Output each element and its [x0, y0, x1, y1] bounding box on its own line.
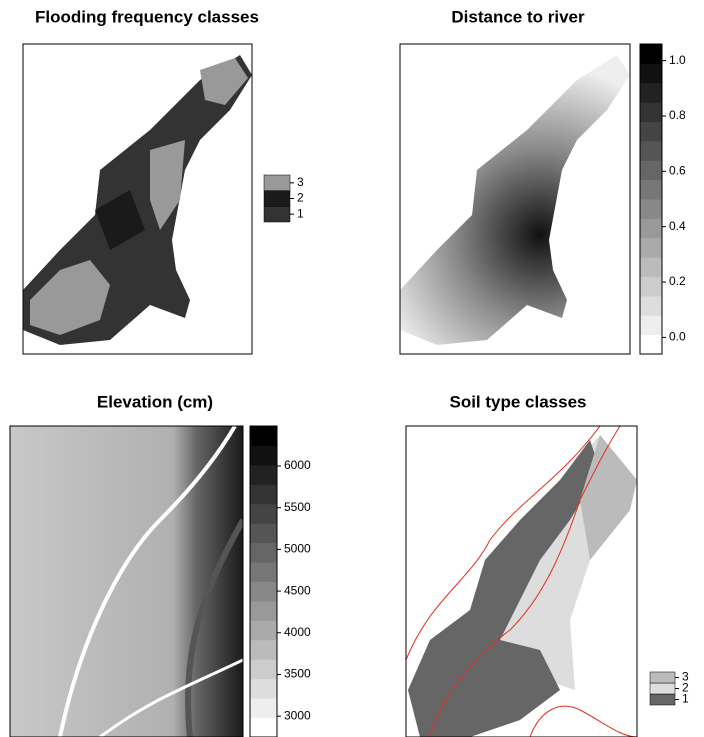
colorbar-band [640, 44, 662, 64]
colorbar-band [640, 199, 662, 219]
colorbar-band [250, 426, 277, 446]
colorbar-band [250, 620, 277, 640]
colorbar-band [640, 218, 662, 238]
colorbar-band [250, 718, 277, 737]
colorbar-label: 4000 [284, 625, 311, 639]
colorbar-label: 1.0 [669, 53, 686, 67]
colorbar-band [250, 504, 277, 524]
colorbar-band [250, 484, 277, 504]
legend-label: 3 [682, 670, 689, 684]
legend-label: 1 [297, 206, 304, 220]
colorbar-label: 3500 [284, 667, 311, 681]
colorbar-band [640, 141, 662, 161]
legend-swatch [650, 694, 675, 705]
legend-label: 2 [297, 191, 304, 205]
colorbar-band [640, 102, 662, 122]
legend-swatch [650, 683, 675, 694]
panel-title: Distance to river [451, 7, 585, 26]
colorbar-band [250, 698, 277, 718]
colorbar-label: 0.4 [669, 219, 686, 233]
colorbar-label: 6000 [284, 458, 311, 472]
colorbar-band [640, 315, 662, 335]
colorbar-band [250, 679, 277, 699]
panel-title: Soil type classes [449, 392, 586, 411]
legend-swatch [264, 191, 290, 207]
flood-map [23, 55, 252, 345]
colorbar-band [640, 257, 662, 277]
colorbar-band [250, 445, 277, 465]
colorbar-band [250, 465, 277, 485]
colorbar-band [640, 122, 662, 142]
colorbar-label: 0.8 [669, 108, 686, 122]
colorbar-band [640, 238, 662, 258]
colorbar-band [250, 582, 277, 602]
colorbar-band [640, 335, 662, 355]
distance-map [400, 55, 630, 345]
colorbar-band [250, 640, 277, 660]
colorbar-band [250, 601, 277, 621]
colorbar-band [640, 180, 662, 200]
legend-label: 3 [297, 175, 304, 189]
colorbar-band [250, 543, 277, 563]
colorbar-band [250, 562, 277, 582]
colorbar-band [640, 63, 662, 83]
colorbar-band [640, 160, 662, 180]
colorbar-label: 0.6 [669, 163, 686, 177]
elevation-map [10, 426, 243, 737]
colorbar-label: 3000 [284, 708, 311, 722]
colorbar-band [250, 659, 277, 679]
colorbar-band [640, 277, 662, 297]
soil-map [406, 426, 637, 737]
panel-title: Flooding frequency classes [35, 7, 259, 26]
colorbar-label: 0.2 [669, 274, 686, 288]
legend-swatch [650, 672, 675, 683]
legend-swatch [264, 206, 290, 222]
legend-swatch [264, 175, 290, 191]
colorbar-label: 5500 [284, 500, 311, 514]
colorbar-label: 5000 [284, 542, 311, 556]
colorbar-band [250, 523, 277, 543]
colorbar-band [640, 296, 662, 316]
colorbar-label: 0.0 [669, 330, 686, 344]
colorbar-label: 4500 [284, 583, 311, 597]
map-figure: Flooding frequency classes Distance to r… [0, 0, 704, 737]
panel-title: Elevation (cm) [97, 392, 213, 411]
colorbar-band [640, 83, 662, 103]
